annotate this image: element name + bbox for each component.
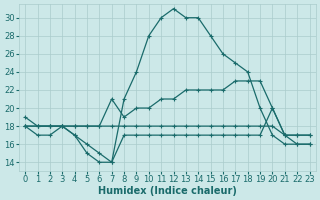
X-axis label: Humidex (Indice chaleur): Humidex (Indice chaleur) (98, 186, 237, 196)
